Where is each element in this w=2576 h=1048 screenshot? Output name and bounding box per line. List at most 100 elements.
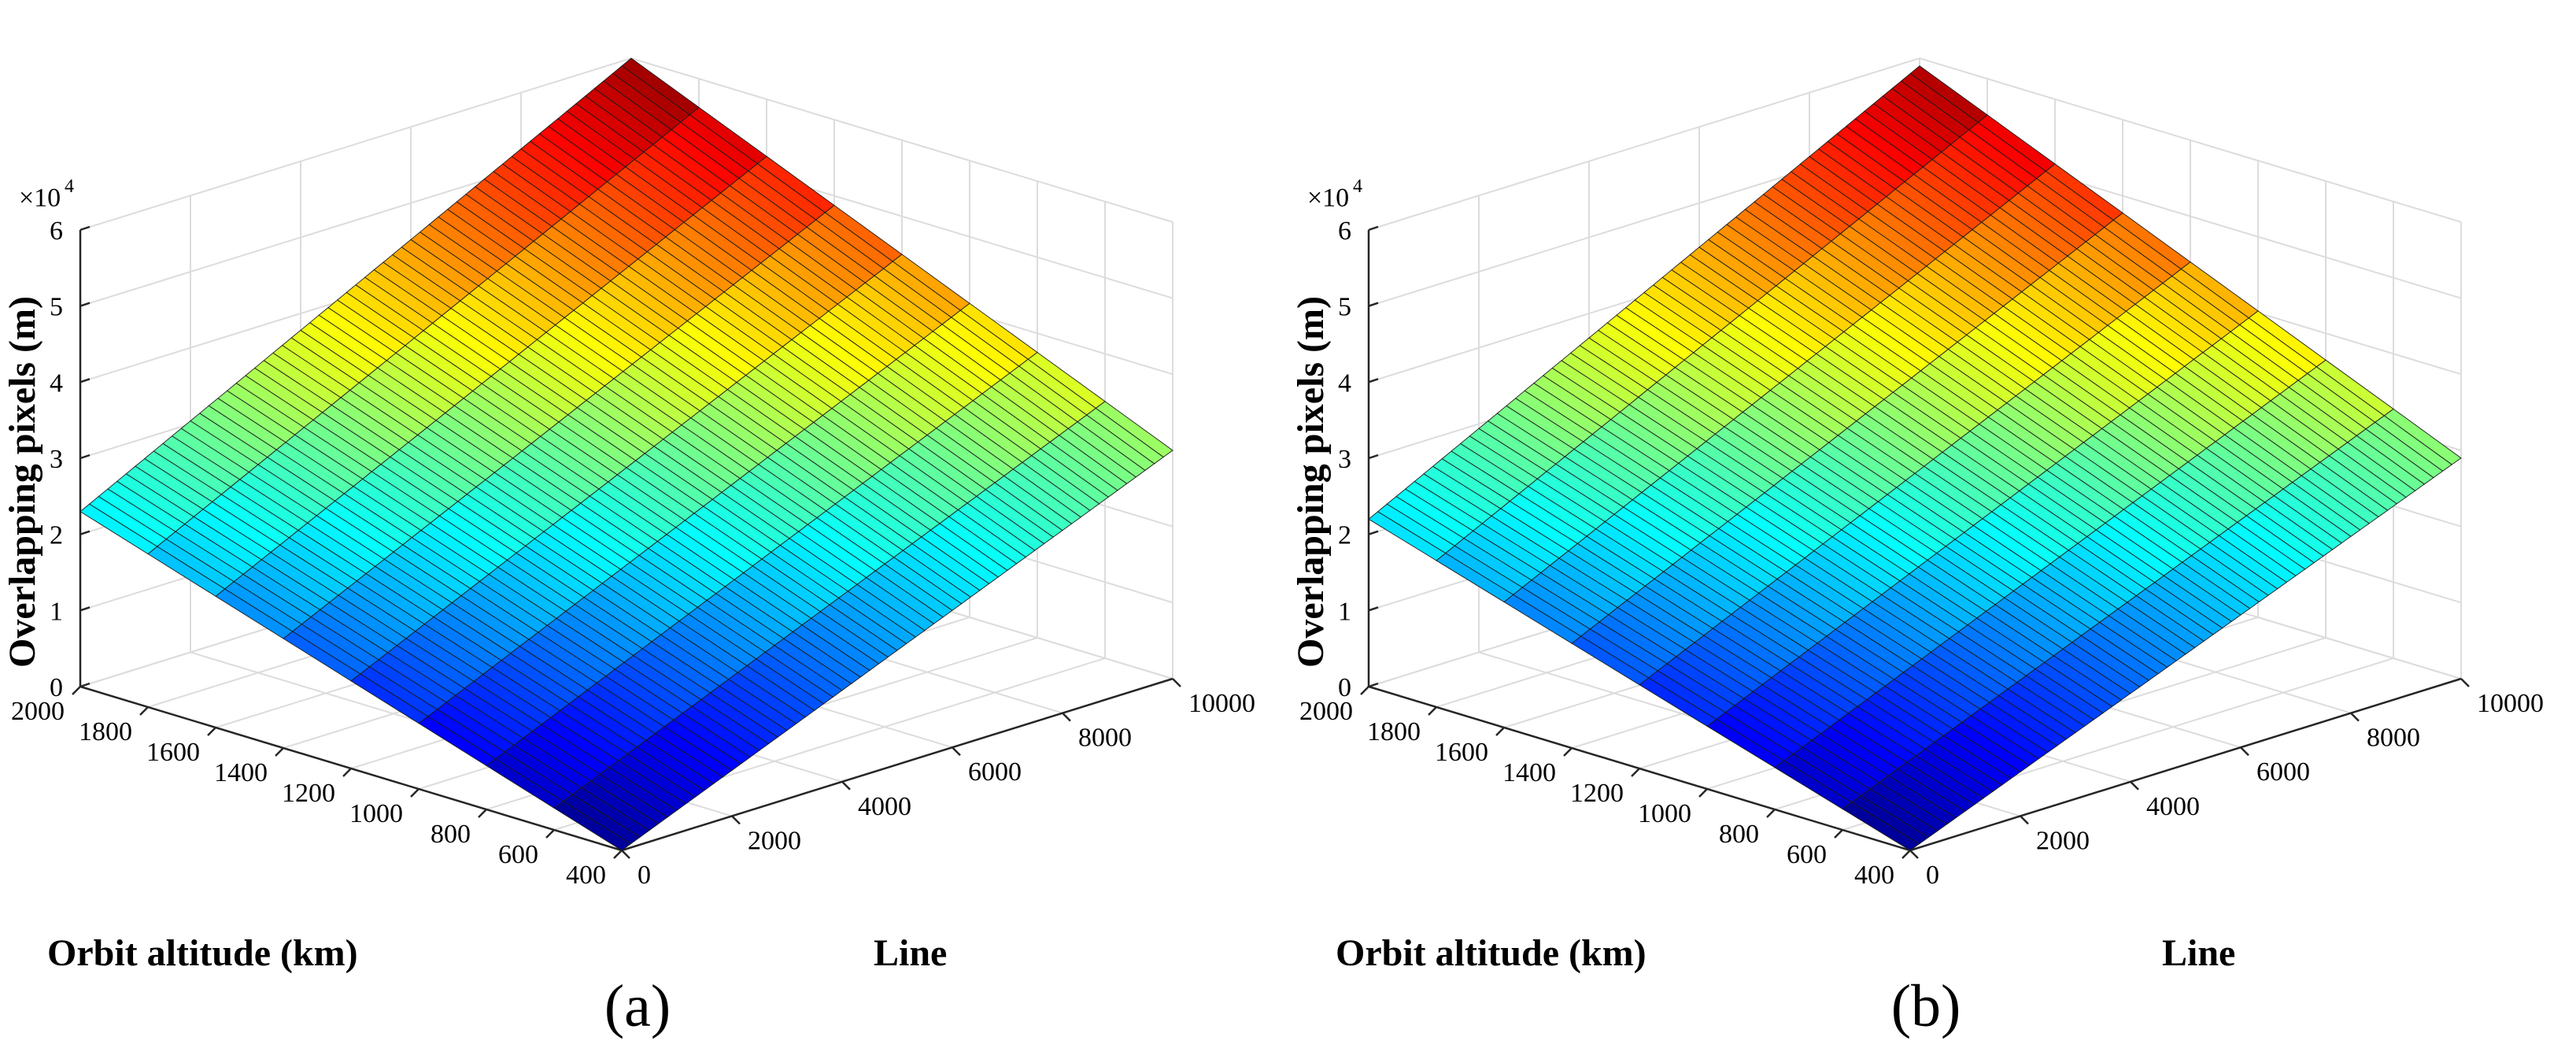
surface-panel-b: 0 1 2 3 4 5 6 ×10 4 400 600 800 1000 1200 1400 1600 1800… [1288,0,2576,1048]
z-tick-label: 1 [50,597,63,626]
z-tick-mark [1368,606,1379,612]
line-tick-label: 2000 [748,826,801,855]
altitude-tick-mark [1495,727,1505,736]
z-tick-label: 3 [50,445,63,474]
altitude-tick-label: 1200 [1570,779,1624,808]
z-tick-mark [1368,454,1379,460]
z-tick-label: 5 [1338,293,1351,322]
altitude-tick-mark [139,706,149,716]
z-tick-label: 1 [1338,597,1351,626]
line-tick-label: 10000 [1188,689,1255,718]
altitude-gridline [553,202,1106,831]
z-multiplier-label: ×10 [1307,183,1349,213]
z-tick-label: 2 [1338,521,1351,550]
altitude-tick-mark [410,788,419,798]
z-tick-mark [79,225,91,231]
altitude-tick-label: 1800 [1367,717,1421,746]
line-tick-mark [841,780,851,791]
z-tick-mark [1368,530,1379,535]
z-tick-label: 4 [1338,368,1351,398]
axis-titles: Overlapping pixels (m) Orbit altitude (km… [1290,296,2235,974]
altitude-tick-mark [1834,829,1843,839]
altitude-tick-mark [478,809,487,818]
altitude-tick-label: 2000 [11,697,65,726]
line-tick-mark [1062,712,1071,722]
line-tick-mark [621,850,630,859]
altitude-tick-mark [1360,686,1369,695]
altitude-tick-label: 400 [566,861,606,890]
altitude-tick-label: 1400 [214,758,268,787]
line-tick-mark [1909,850,1919,859]
z-tick-label: 6 [1338,217,1351,246]
surface-panel-a: 0 1 2 3 4 5 6 ×10 4 400 600 800 1000 1200 1400 1600 1800… [2,57,1255,1039]
altitude-tick-mark [545,829,555,839]
altitude-tick-mark [1698,788,1708,798]
line-tick-label: 8000 [1078,724,1132,753]
line-axis-line [621,677,1173,852]
line-tick-label: 0 [638,861,651,890]
z-tick-mark [79,530,91,535]
line-tick-label: 8000 [2367,724,2420,753]
altitude-tick-label: 1600 [1435,738,1488,767]
z-tick-mark [1368,302,1379,307]
z-multiplier-label: ×10 [19,183,61,213]
altitude-tick-label: 1800 [79,717,132,746]
z-tick-mark [1368,378,1379,383]
z-tick-mark [79,682,91,688]
altitude-tick-label: 1400 [1502,758,1556,787]
altitude-axis-title: Orbit altitude (km) [1336,932,1646,974]
z-tick-label: 0 [1338,673,1351,702]
line-axis-title: Line [2162,932,2235,974]
line-tick-mark [2350,712,2360,722]
altitude-tick-mark [72,686,81,695]
z-tick-mark [1368,225,1379,231]
z-tick-mark [79,378,91,383]
z-tick-label: 3 [1338,445,1351,474]
line-tick-label: 6000 [2256,757,2310,787]
line-tick-mark [952,746,961,757]
altitude-tick-label: 1200 [282,779,335,808]
altitude-tick-label: 600 [1787,840,1827,869]
line-tick-mark [2020,815,2029,825]
z-tick-label: 0 [50,673,63,702]
z-multiplier-exponent: 4 [65,176,74,197]
surface-group [1368,65,2462,851]
axis-titles: Overlapping pixels (m) Orbit altitude (km… [2,296,947,974]
line-tick-mark [2240,746,2249,757]
altitude-tick-mark [1563,747,1573,757]
z-axis-title: Overlapping pixels (m) [1290,296,1332,668]
altitude-tick-label: 1000 [349,799,403,828]
surface-group [79,57,1173,851]
surface-cell [621,57,700,116]
line-tick-label: 4000 [2146,792,2200,821]
z-tick-label: 2 [50,521,63,550]
z-tick-mark [79,606,91,612]
altitude-tick-label: 1600 [146,738,200,767]
altitude-gridline [1842,202,2394,831]
line-tick-mark [2130,780,2139,791]
line-axis-title: Line [874,932,947,974]
surface-cell [1909,65,1988,123]
altitude-tick-mark [1428,706,1437,716]
panel-label-a: (a) [604,973,671,1039]
z-tick-label: 5 [50,293,63,322]
altitude-tick-label: 800 [1719,820,1759,849]
altitude-tick-mark [1766,809,1776,818]
altitude-tick-label: 400 [1854,861,1894,890]
altitude-tick-mark [342,768,352,777]
z-multiplier-exponent: 4 [1353,176,1362,197]
altitude-tick-label: 1000 [1638,799,1691,828]
line-tick-label: 10000 [2477,689,2544,718]
z-tick-label: 4 [50,368,63,398]
z-tick-mark [79,454,91,460]
z-tick-mark [1368,682,1379,688]
altitude-tick-mark [275,747,284,757]
z-axis-title: Overlapping pixels (m) [2,296,43,668]
altitude-tick-mark [613,850,623,859]
altitude-tick-label: 600 [498,840,538,869]
z-tick-mark [79,302,91,307]
